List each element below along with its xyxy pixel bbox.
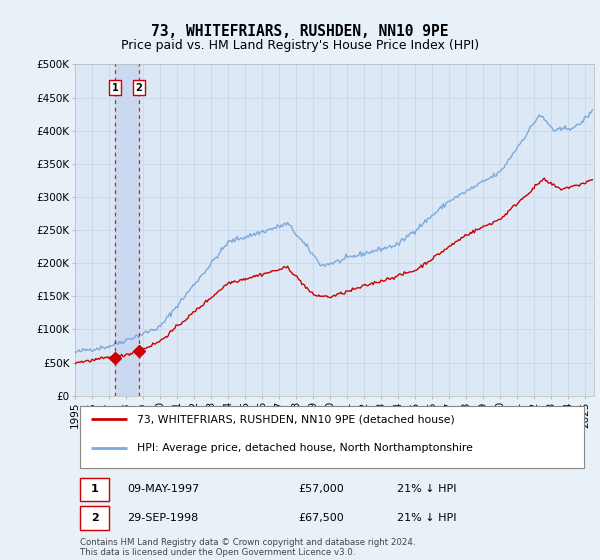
Text: 1: 1 [112, 83, 119, 92]
Text: Price paid vs. HM Land Registry's House Price Index (HPI): Price paid vs. HM Land Registry's House … [121, 39, 479, 52]
FancyBboxPatch shape [80, 478, 109, 501]
Text: 29-SEP-1998: 29-SEP-1998 [127, 512, 198, 522]
Text: 21% ↓ HPI: 21% ↓ HPI [397, 484, 456, 494]
Text: 21% ↓ HPI: 21% ↓ HPI [397, 512, 456, 522]
Text: £67,500: £67,500 [298, 512, 344, 522]
Text: 2: 2 [91, 512, 98, 522]
Text: 73, WHITEFRIARS, RUSHDEN, NN10 9PE (detached house): 73, WHITEFRIARS, RUSHDEN, NN10 9PE (deta… [137, 414, 455, 424]
Text: 73, WHITEFRIARS, RUSHDEN, NN10 9PE: 73, WHITEFRIARS, RUSHDEN, NN10 9PE [151, 24, 449, 39]
Text: HPI: Average price, detached house, North Northamptonshire: HPI: Average price, detached house, Nort… [137, 443, 473, 453]
Bar [115, 64, 139, 395]
Text: 2: 2 [136, 83, 142, 92]
Text: Contains HM Land Registry data © Crown copyright and database right 2024.
This d: Contains HM Land Registry data © Crown c… [80, 538, 416, 557]
Text: 1: 1 [91, 484, 98, 494]
FancyBboxPatch shape [80, 406, 584, 468]
Text: £57,000: £57,000 [298, 484, 344, 494]
FancyBboxPatch shape [80, 506, 109, 530]
Text: 09-MAY-1997: 09-MAY-1997 [127, 484, 199, 494]
